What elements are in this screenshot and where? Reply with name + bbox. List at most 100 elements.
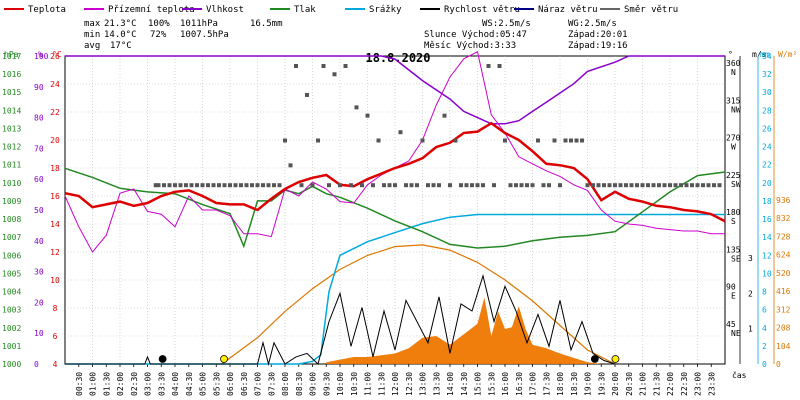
- tick-rain: 28: [762, 106, 772, 115]
- wind-dir-point: [266, 183, 271, 188]
- x-tick-label: 10:30: [350, 372, 359, 396]
- wind-dir-point: [662, 183, 667, 188]
- x-tick-label: 18:30: [570, 372, 579, 396]
- wind-dir-point: [431, 183, 436, 188]
- wind-dir-point: [519, 183, 524, 188]
- x-tick-label: 04:30: [185, 372, 194, 396]
- tick-winddir-label: S: [731, 217, 736, 226]
- x-tick-label: 15:30: [487, 372, 496, 396]
- wind-dir-point: [173, 183, 177, 188]
- wind-dir-point: [679, 183, 683, 188]
- stat-label: min: [84, 30, 100, 40]
- wind-dir-point: [552, 138, 557, 143]
- x-tick-label: 13:00: [419, 372, 428, 396]
- wind-dir-point: [580, 138, 584, 143]
- tick-humidity: 50: [34, 206, 44, 215]
- wind-dir-point: [563, 138, 568, 143]
- wind-dir-point: [464, 183, 469, 188]
- wind-dir-point: [409, 183, 414, 188]
- tick-radiation: 0: [776, 360, 781, 369]
- wind-dir-point: [371, 183, 375, 188]
- tick-pressure: 1002: [2, 324, 21, 333]
- wind-dir-point: [272, 183, 276, 188]
- axis-unit-ms: m/s: [752, 50, 767, 59]
- x-tick-label: 07:00: [254, 372, 263, 396]
- stat-min-press: 1007.5hPa: [180, 30, 229, 40]
- tick-rain: 2: [762, 342, 767, 351]
- wind-dir-point: [503, 138, 507, 143]
- wind-dir-point: [332, 72, 337, 77]
- wind-dir-point: [646, 183, 650, 188]
- tick-winddir-label: E: [731, 292, 736, 301]
- wind-dir-point: [349, 183, 353, 188]
- x-tick-label: 07:30: [267, 372, 276, 396]
- tick-rain: 12: [762, 251, 772, 260]
- tick-humidity: 20: [34, 298, 44, 307]
- x-tick-label: 03:00: [144, 372, 153, 396]
- wind-dir-point: [321, 64, 326, 68]
- wind-dir-point: [327, 183, 331, 188]
- wind-dir-point: [156, 183, 161, 188]
- x-tick-label: 23:30: [707, 372, 716, 396]
- tick-temp: 4: [53, 360, 58, 369]
- x-tick-label: 06:00: [226, 372, 235, 396]
- tick-pressure: 1011: [2, 161, 21, 170]
- tick-rain: 14: [762, 233, 772, 242]
- wind-dir-point: [162, 183, 166, 188]
- tick-rain: 34: [762, 52, 772, 61]
- tick-winddir: 315: [726, 96, 741, 105]
- axis-unit-time: čas: [732, 370, 747, 380]
- tick-temp: 12: [50, 248, 60, 257]
- tick-winddir: 90: [726, 283, 736, 292]
- wind-dir-point: [305, 92, 309, 97]
- wind-dir-point: [426, 183, 430, 188]
- tick-radiation: 104: [776, 342, 791, 351]
- wind-dir-point: [222, 183, 227, 188]
- tick-radiation: 832: [776, 214, 791, 223]
- tick-winddir: 270: [726, 134, 741, 143]
- tick-pressure: 1003: [2, 306, 21, 315]
- wind-dir-point: [530, 183, 535, 188]
- stat-max-press: 1011hPa: [180, 19, 218, 29]
- x-tick-label: 16:00: [501, 372, 510, 396]
- tick-humidity: 100: [34, 52, 49, 61]
- wind-dir-point: [481, 183, 485, 188]
- tick-pressure: 1013: [2, 124, 21, 133]
- chart-title: 18.8.2020: [365, 51, 430, 65]
- legend-label: Tlak: [294, 5, 316, 15]
- tick-rain: 22: [762, 161, 772, 170]
- tick-rain: 18: [762, 197, 772, 206]
- wind-dir-point: [613, 183, 617, 188]
- tick-humidity: 60: [34, 175, 44, 184]
- wind-dir-point: [701, 183, 705, 188]
- wind-dir-point: [525, 183, 529, 188]
- tick-rain: 20: [762, 179, 772, 188]
- tick-winddir: 360: [726, 59, 741, 68]
- legend-label: Náraz větru: [538, 5, 598, 15]
- tick-pressure: 1014: [2, 106, 21, 115]
- wind-dir-point: [393, 183, 397, 188]
- stat-label: max: [84, 19, 101, 29]
- wind-dir-point: [470, 183, 474, 188]
- x-tick-label: 09:30: [322, 372, 331, 396]
- wind-dir-point: [178, 183, 183, 188]
- wind-dir-point: [365, 113, 370, 118]
- tick-windspeed: 3: [748, 254, 753, 263]
- wind-dir-point: [497, 64, 502, 68]
- tick-humidity: 40: [34, 237, 44, 246]
- wind-dir-point: [310, 183, 315, 188]
- x-tick-label: 05:00: [199, 372, 208, 396]
- stat-wg: WG:2.5m/s: [568, 19, 617, 29]
- tick-pressure: 1017: [2, 52, 21, 61]
- wind-dir-point: [607, 183, 612, 188]
- wind-dir-point: [239, 183, 243, 188]
- tick-radiation: 624: [776, 251, 791, 260]
- wind-dir-point: [690, 183, 694, 188]
- tick-winddir: 225: [726, 171, 741, 180]
- wind-dir-point: [442, 113, 447, 118]
- axis-unit-pct: %: [38, 50, 43, 59]
- x-tick-label: 19:00: [584, 372, 593, 396]
- axis-unit-degc: °C: [52, 50, 62, 59]
- legend-label: Rychlost větru: [444, 5, 520, 15]
- wind-dir-point: [404, 183, 408, 188]
